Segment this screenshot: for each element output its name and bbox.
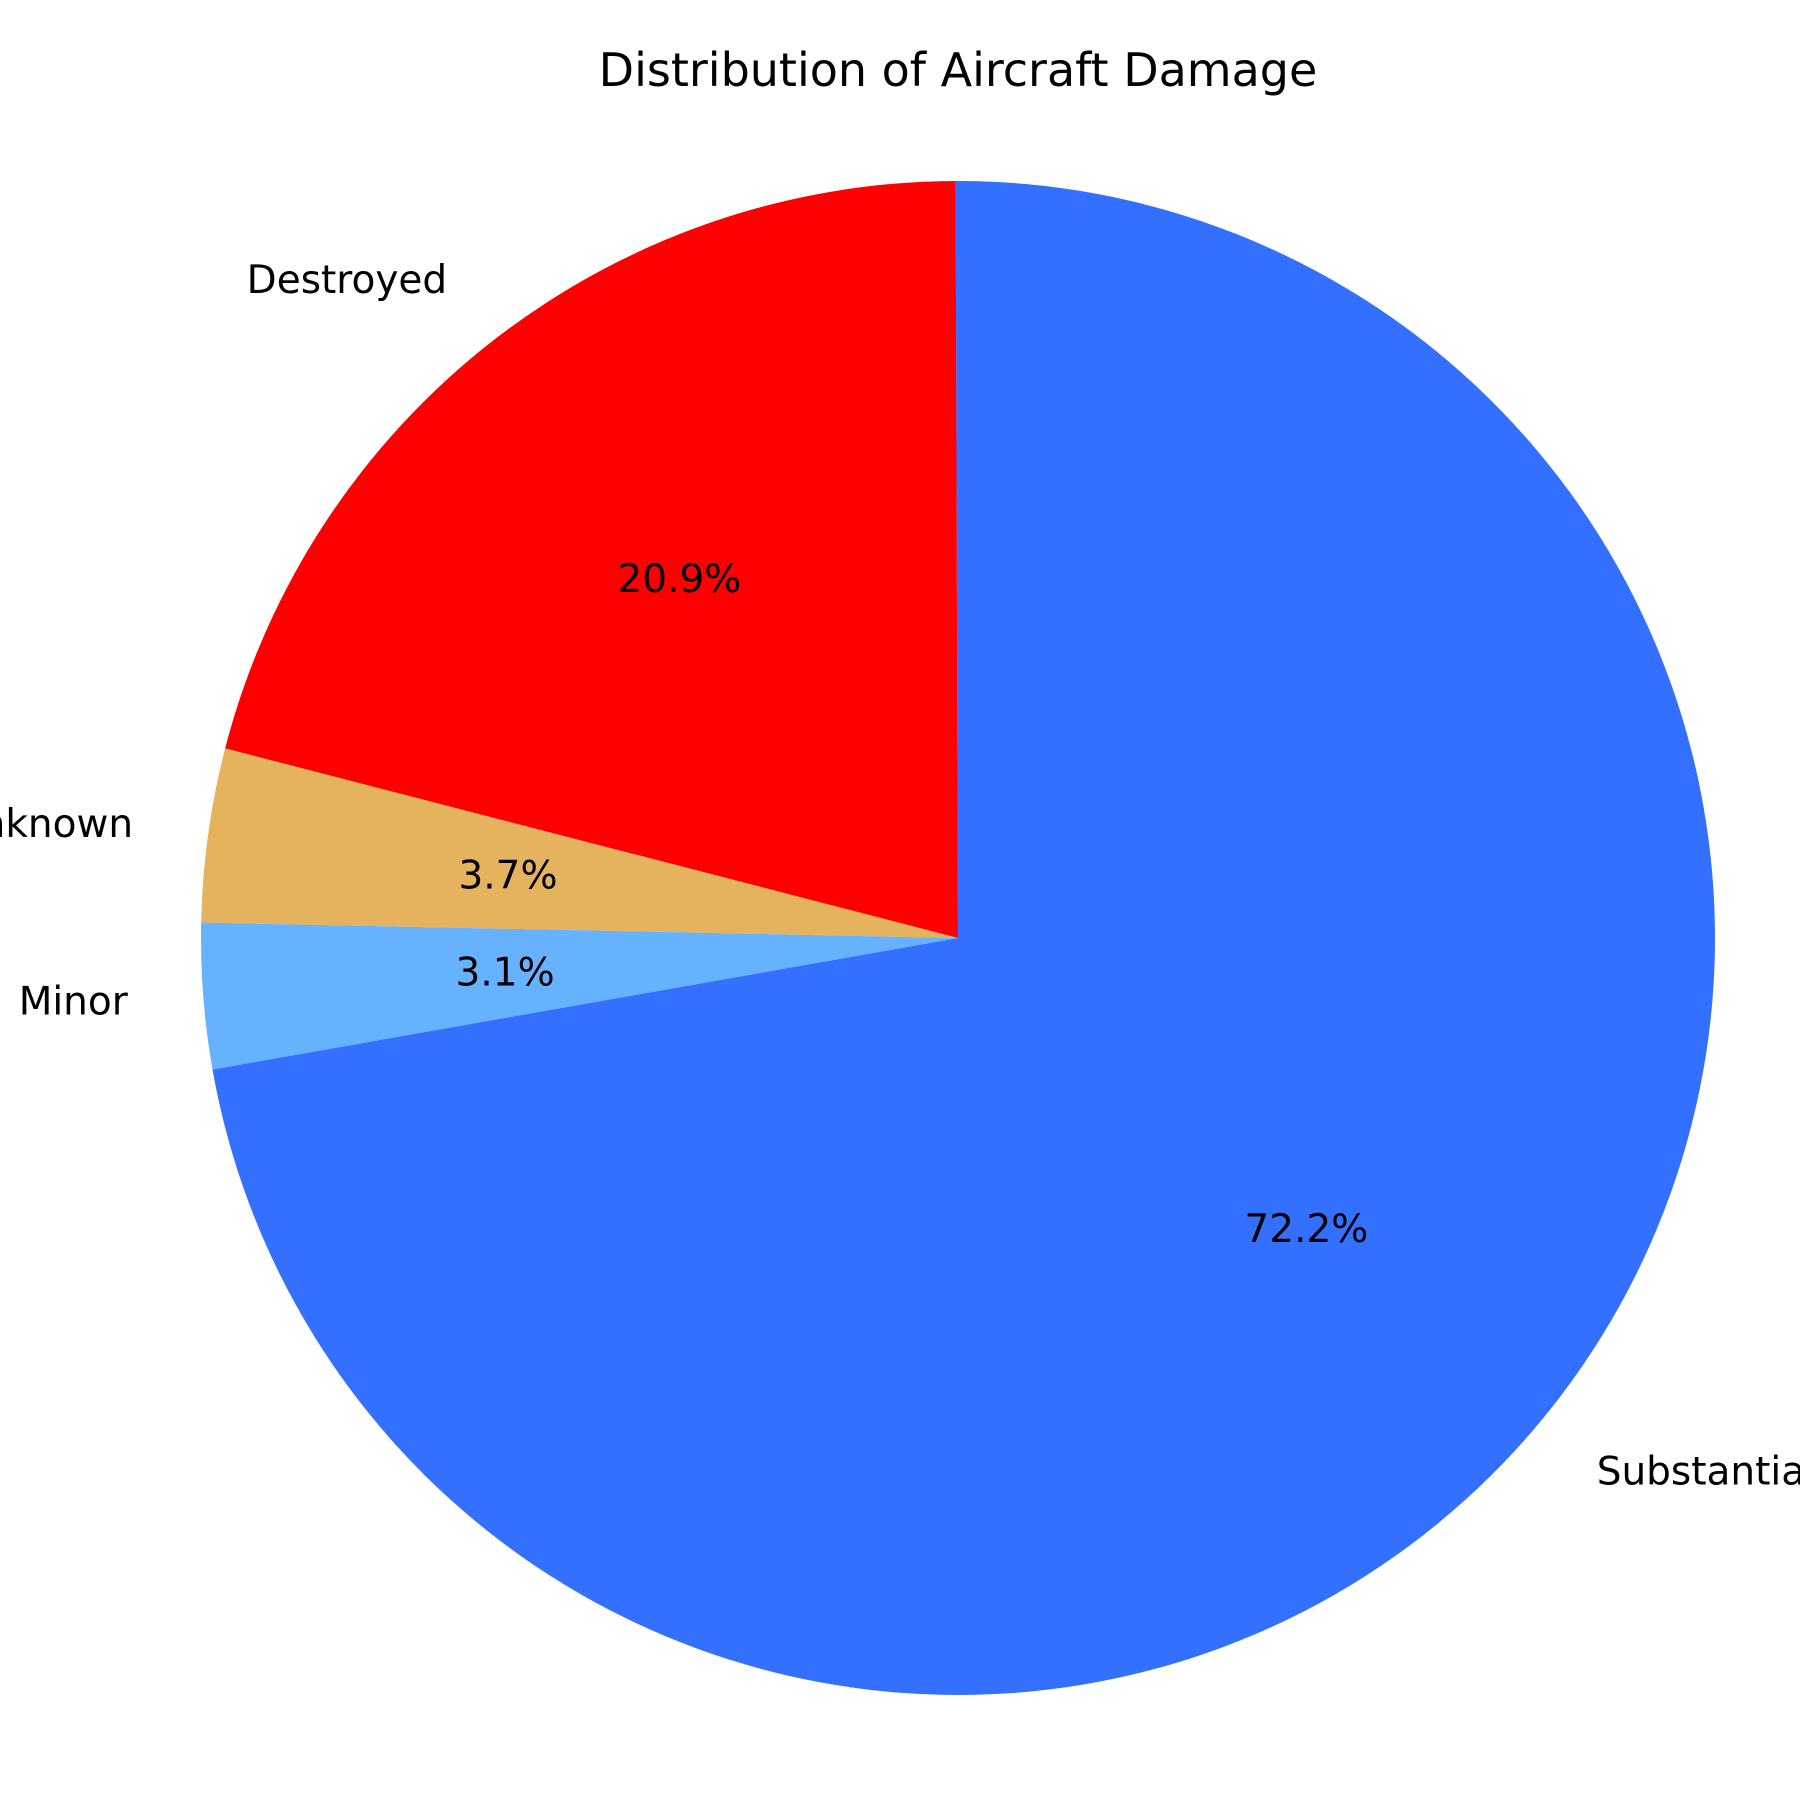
pct-label-substantial: 72.2% xyxy=(1244,1207,1368,1252)
pie-slice-minor xyxy=(201,922,958,1070)
pct-label-minor: 3.1% xyxy=(456,951,555,996)
slice-label-destroyed: Destroyed xyxy=(247,258,448,303)
pie-labels: 72.2% Substantial 20.9% Destroyed 3.7% Unknow… xyxy=(0,258,1800,1495)
pct-label-unknown: 3.7% xyxy=(458,854,557,899)
slice-label-minor: Minor xyxy=(19,980,129,1025)
pie-slice-substantial xyxy=(212,180,1715,1695)
pie-slice-unknown xyxy=(201,748,958,938)
slice-label-substantial: Substantial xyxy=(1597,1450,1800,1495)
chart-title: Distribution of Aircraft Damage xyxy=(599,43,1318,97)
pct-label-destroyed: 20.9% xyxy=(617,557,741,602)
slice-label-unknown: Unknown xyxy=(0,802,133,847)
pie-slice-destroyed xyxy=(225,181,958,938)
pie-slices xyxy=(201,180,1715,1695)
